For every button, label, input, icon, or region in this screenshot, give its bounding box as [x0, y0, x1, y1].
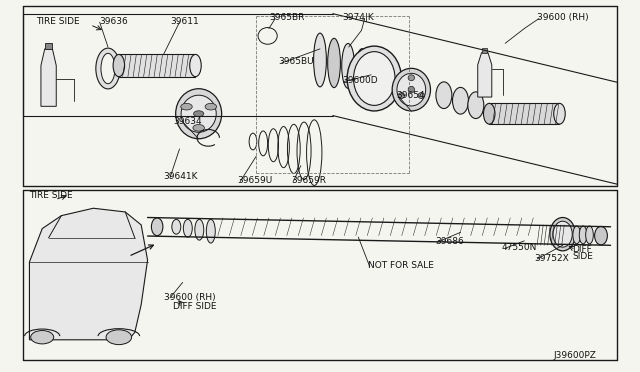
Polygon shape: [45, 43, 52, 49]
Ellipse shape: [468, 92, 484, 119]
Ellipse shape: [579, 226, 587, 244]
Circle shape: [193, 111, 204, 117]
Ellipse shape: [452, 87, 468, 114]
Ellipse shape: [206, 219, 215, 243]
Text: 39611: 39611: [170, 17, 198, 26]
Ellipse shape: [96, 48, 120, 89]
Text: 39636: 39636: [100, 17, 129, 26]
Ellipse shape: [586, 226, 593, 244]
Ellipse shape: [347, 46, 401, 111]
Text: 39659U: 39659U: [237, 176, 272, 185]
Text: DIFF SIDE: DIFF SIDE: [173, 302, 216, 311]
Ellipse shape: [370, 54, 383, 90]
Text: 39686: 39686: [435, 237, 464, 246]
Ellipse shape: [554, 103, 565, 124]
Text: 39654: 39654: [397, 91, 425, 100]
FancyBboxPatch shape: [119, 54, 195, 77]
Circle shape: [193, 125, 204, 131]
Text: SIDE: SIDE: [572, 252, 593, 261]
Ellipse shape: [353, 52, 395, 105]
Polygon shape: [477, 52, 492, 97]
Text: 39659R: 39659R: [291, 176, 326, 185]
Ellipse shape: [397, 73, 426, 106]
Ellipse shape: [181, 95, 216, 132]
Ellipse shape: [189, 54, 201, 77]
Ellipse shape: [342, 44, 355, 88]
Ellipse shape: [398, 93, 404, 99]
Ellipse shape: [573, 226, 580, 244]
Text: 39600 (RH): 39600 (RH): [537, 13, 589, 22]
Ellipse shape: [101, 53, 115, 84]
Ellipse shape: [384, 59, 397, 90]
Text: NOT FOR SALE: NOT FOR SALE: [368, 261, 434, 270]
Ellipse shape: [195, 219, 204, 240]
Text: 39600 (RH): 39600 (RH): [164, 293, 215, 302]
FancyBboxPatch shape: [489, 103, 559, 124]
Ellipse shape: [152, 218, 163, 235]
Text: DIFF: DIFF: [572, 244, 592, 253]
Polygon shape: [41, 49, 56, 106]
Text: 47550N: 47550N: [502, 243, 538, 251]
Ellipse shape: [183, 219, 192, 237]
Text: 39634: 39634: [173, 117, 202, 126]
Text: TIRE SIDE: TIRE SIDE: [29, 191, 73, 200]
Ellipse shape: [314, 33, 326, 87]
Ellipse shape: [483, 103, 495, 124]
Ellipse shape: [553, 221, 572, 247]
Circle shape: [31, 331, 54, 344]
Text: TIRE SIDE: TIRE SIDE: [36, 17, 79, 26]
Text: 3965BU: 3965BU: [278, 57, 314, 66]
Text: 39752X: 39752X: [534, 254, 569, 263]
Text: J39600PZ: J39600PZ: [553, 351, 596, 360]
Ellipse shape: [408, 86, 415, 93]
Ellipse shape: [113, 54, 125, 77]
Circle shape: [180, 103, 192, 110]
Ellipse shape: [418, 93, 424, 99]
Ellipse shape: [172, 219, 180, 234]
Ellipse shape: [356, 49, 369, 89]
Circle shape: [205, 103, 216, 110]
Ellipse shape: [550, 218, 575, 251]
Text: 3965BR: 3965BR: [269, 13, 304, 22]
Ellipse shape: [408, 75, 415, 81]
Text: 39641K: 39641K: [164, 172, 198, 181]
Ellipse shape: [328, 38, 340, 87]
Text: 3974|K: 3974|K: [342, 13, 374, 22]
Text: 39600D: 39600D: [342, 76, 378, 85]
Ellipse shape: [392, 68, 431, 111]
Ellipse shape: [436, 82, 452, 109]
Ellipse shape: [175, 89, 221, 139]
Polygon shape: [482, 48, 487, 52]
Circle shape: [106, 330, 132, 344]
Ellipse shape: [595, 227, 607, 245]
Polygon shape: [29, 208, 148, 340]
